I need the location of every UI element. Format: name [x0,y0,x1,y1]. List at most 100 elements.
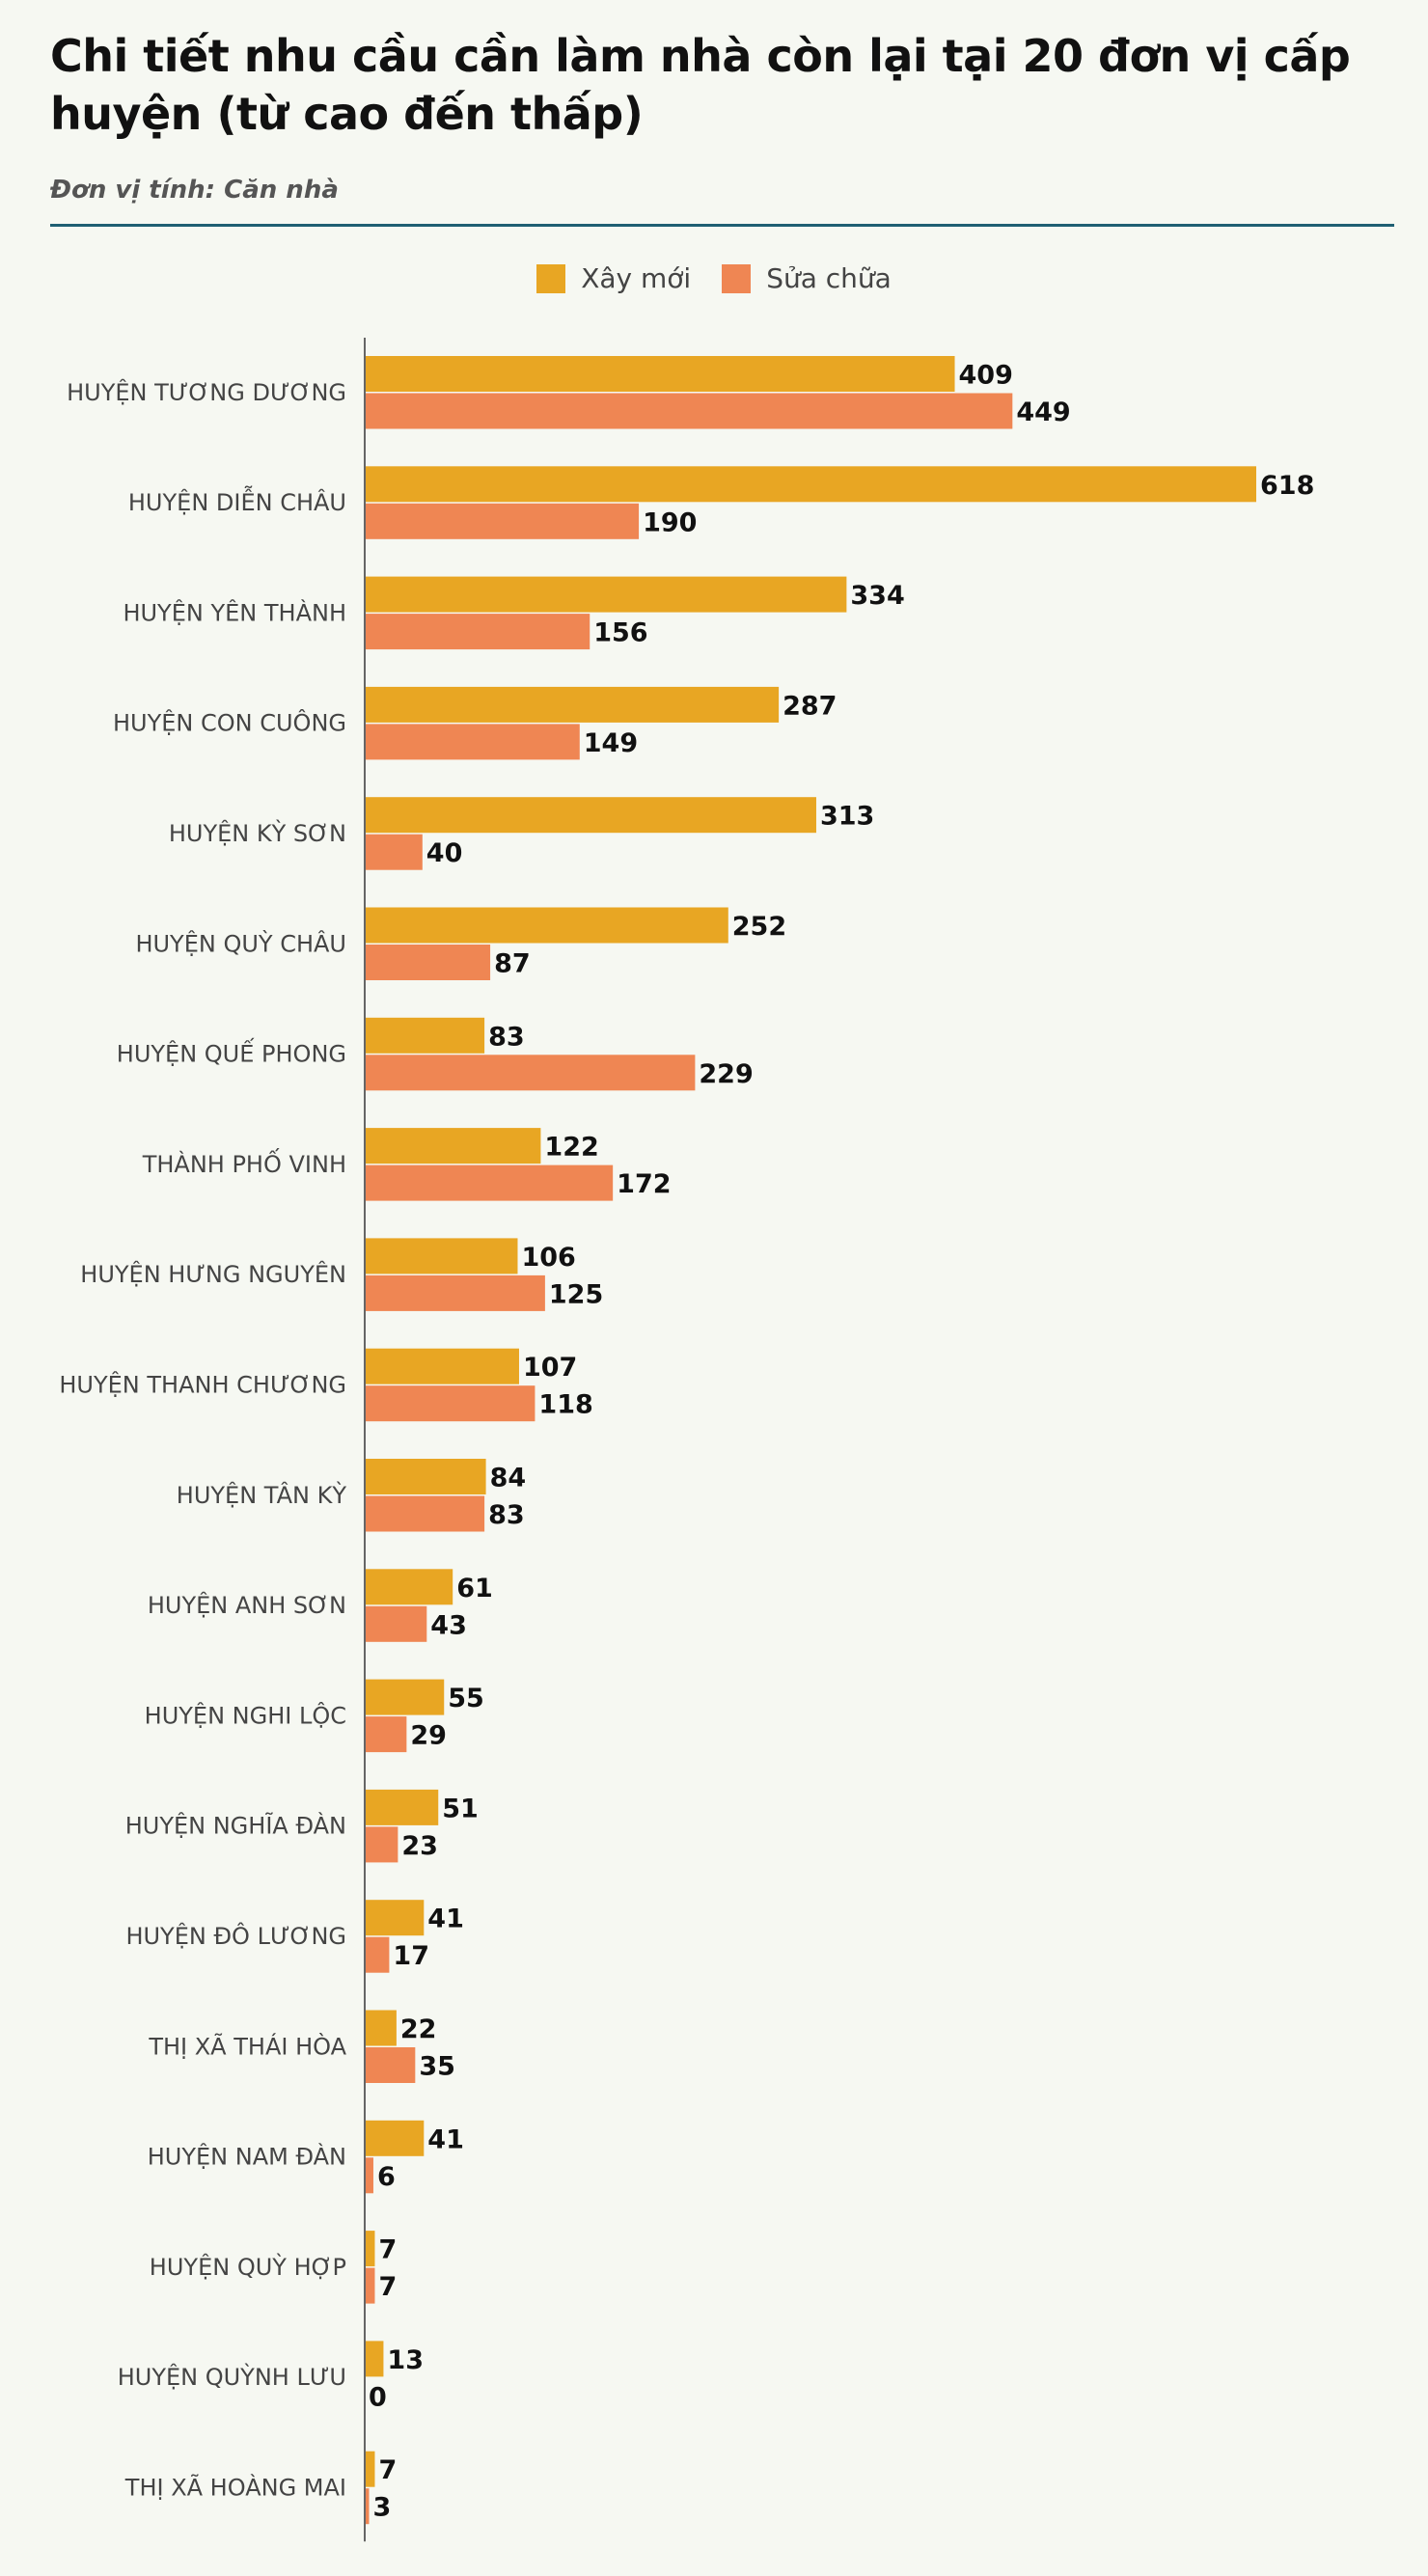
category-label: HUYỆN THANH CHƯƠNG [59,1370,346,1398]
value-label: 41 [427,2124,464,2154]
value-label: 106 [521,1243,575,1273]
legend-label-xay-moi: Xây mới [581,262,692,294]
category-label: THÀNH PHỐ VINH [142,1147,346,1178]
category-label: HUYỆN KỲ SƠN [169,818,346,847]
legend-swatch-xay-moi [536,263,566,293]
category-label: HUYỆN ĐÔ LƯƠNG [125,1921,346,1950]
value-label: 409 [959,361,1013,391]
value-label: 107 [523,1353,577,1383]
legend-item-sua-chua: Sửa chữa [722,262,892,294]
value-label: 287 [783,691,837,721]
value-label: 229 [699,1059,753,1089]
category-label: HUYỆN ANH SƠN [148,1591,346,1619]
value-label: 83 [488,1500,525,1530]
bar-sua-chua [365,945,491,980]
bar-xay-moi [365,797,816,834]
category-label: HUYỆN QUẾ PHONG [117,1037,346,1068]
bar-sua-chua [365,724,580,760]
chart-subtitle: Đơn vị tính: Căn nhà [50,176,339,205]
bar-sua-chua [365,1274,545,1311]
category-label: THỊ XÃ THÁI HÒA [148,2031,346,2060]
value-label: 40 [426,838,463,868]
value-label: 23 [401,1831,438,1861]
bar-xay-moi [365,2120,425,2156]
bar-sua-chua [365,1605,427,1642]
bar-xay-moi [365,466,1256,503]
bar-sua-chua [365,1936,390,1973]
bar-sua-chua [365,1385,536,1422]
bar-sua-chua [365,1055,696,1091]
bar-xay-moi [365,2010,397,2046]
value-label: 449 [1016,397,1070,427]
bar-xay-moi [365,1459,486,1494]
bar-xay-moi [365,1900,425,1936]
bar-xay-moi [365,2341,384,2377]
value-label: 17 [393,1941,429,1971]
value-label: 118 [538,1390,592,1420]
value-label: 51 [442,1794,479,1823]
bar-xay-moi [365,1569,453,1605]
bar-sua-chua [365,2047,416,2083]
value-label: 87 [494,949,531,979]
bar-sua-chua [365,614,590,650]
bar-sua-chua [365,393,1013,429]
category-label: HUYỆN TƯƠNG DƯƠNG [67,378,346,406]
value-label: 172 [617,1169,671,1199]
value-label: 618 [1260,471,1314,501]
category-label: HUYỆN NGHI LỘC [145,1700,346,1729]
category-label: HUYỆN DIỄN CHÂU [128,484,346,516]
category-label: THỊ XÃ HOÀNG MAI [124,2472,346,2501]
value-label: 35 [419,2052,455,2082]
category-label: HUYỆN NGHĨA ĐÀN [125,1811,346,1840]
title-divider [50,224,1394,227]
value-label: 84 [490,1464,527,1494]
value-label: 149 [584,728,638,758]
category-label: HUYỆN NAM ĐÀN [148,2143,346,2171]
bar-sua-chua [365,503,640,539]
value-label: 3 [372,2493,391,2523]
value-label: 7 [378,2235,397,2265]
bar-xay-moi [365,1238,518,1274]
value-label: 43 [430,1610,467,1640]
category-label: HUYỆN YÊN THÀNH [123,598,346,626]
value-label: 122 [544,1133,598,1163]
bar-xay-moi [365,356,955,392]
bar-xay-moi [365,686,780,723]
bar-sua-chua [365,1495,485,1532]
category-label: HUYỆN QUỲ CHÂU [135,928,346,957]
bar-xay-moi [365,1017,485,1054]
category-label: HUYỆN QUỲ HỢP [150,2252,346,2281]
legend-swatch-sua-chua [722,263,752,293]
category-label: HUYỆN HƯNG NGUYÊN [80,1260,346,1288]
value-label: 83 [488,1022,525,1052]
value-label: 13 [387,2345,424,2375]
value-label: 55 [448,1684,484,1713]
value-label: 61 [456,1574,493,1603]
bar-sua-chua [365,1716,407,1753]
value-label: 190 [643,507,697,537]
legend-label-sua-chua: Sửa chữa [766,262,892,294]
bar-sua-chua [365,2157,373,2194]
value-label: 7 [378,2272,397,2302]
value-label: 6 [377,2162,396,2192]
value-label: 313 [820,802,874,832]
bar-xay-moi [365,576,847,613]
value-label: 156 [593,618,647,648]
bar-xay-moi [365,1348,519,1384]
bar-xay-moi [365,1679,445,1715]
bar-xay-moi [365,2451,375,2487]
legend-item-xay-moi: Xây mới [536,262,691,294]
bar-sua-chua [365,2488,370,2525]
legend: Xây mới Sửa chữa [0,262,1428,294]
value-label: 0 [369,2382,387,2412]
bar-sua-chua [365,834,423,870]
value-label: 29 [410,1721,447,1751]
category-label: HUYỆN QUỲNH LƯU [118,2362,346,2391]
value-label: 252 [732,912,786,942]
value-label: 41 [427,1905,464,1934]
value-label: 22 [400,2014,437,2044]
bar-sua-chua [365,1826,398,1863]
chart-title: Chi tiết nhu cầu cần làm nhà còn lại tại… [50,30,1351,140]
bar-xay-moi [365,2231,375,2267]
bar-xay-moi [365,1128,541,1165]
